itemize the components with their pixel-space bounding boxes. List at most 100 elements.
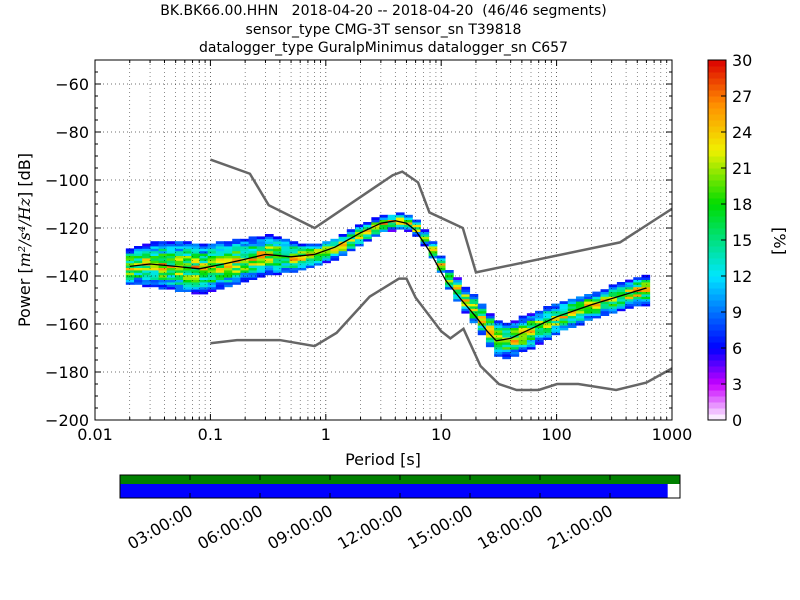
heatmap-cell [142, 243, 151, 247]
heatmap-cell [477, 310, 487, 314]
heatmap-cell [281, 255, 291, 259]
heatmap-cell [518, 339, 528, 343]
heatmap-cell [559, 325, 569, 328]
colorbar-segment [708, 318, 726, 325]
heatmap-cell [281, 258, 291, 261]
heatmap-cell [158, 241, 168, 244]
heatmap-cell [428, 250, 438, 254]
heatmap-cell [453, 284, 462, 288]
heatmap-cell [248, 274, 258, 278]
heatmap-cell [543, 325, 552, 328]
heatmap-cell [297, 250, 307, 254]
heatmap-cell [354, 229, 364, 232]
heatmap-cell [273, 272, 282, 276]
heatmap-cell [240, 243, 250, 247]
heatmap-cell [256, 260, 266, 264]
heatmap-cell [297, 246, 307, 249]
heatmap-cell [305, 260, 315, 264]
heatmap-cell [592, 308, 602, 312]
x-tick-label: 0.01 [77, 425, 113, 444]
heatmap-cell [551, 308, 561, 312]
colorbar-segment [708, 390, 726, 397]
heatmap-cell [461, 298, 471, 302]
heatmap-cell [625, 286, 634, 290]
heatmap-cell [264, 272, 274, 276]
heatmap-cell [526, 318, 536, 321]
heatmap-cell [150, 277, 160, 280]
heatmap-cell [305, 248, 315, 252]
heatmap-cell [641, 301, 651, 304]
heatmap-cell [207, 248, 217, 252]
heatmap-cell [289, 250, 299, 254]
heatmap-cell [199, 258, 209, 261]
heatmap-cell [166, 248, 176, 252]
heatmap-cell [445, 279, 454, 283]
heatmap-cell [305, 246, 315, 249]
heatmap-cell [289, 267, 299, 271]
heatmap-cell [232, 241, 241, 244]
heatmap-cell [199, 267, 209, 271]
heatmap-cell [158, 262, 168, 266]
heatmap-cell [502, 332, 511, 336]
heatmap-cell [134, 272, 143, 276]
heatmap-cell [412, 224, 421, 228]
heatmap-cell [273, 241, 282, 244]
time-tick-label: 15:00:00 [404, 501, 476, 553]
heatmap-cell [404, 222, 413, 225]
heatmap-cell [518, 334, 528, 338]
colorbar: 0 3 6 9 12 15 18 21 24 27 30 [707, 51, 752, 430]
heatmap-cell [461, 306, 471, 309]
colorbar-segment [708, 60, 726, 67]
heatmap-cell [518, 325, 528, 328]
heatmap-cell [371, 217, 381, 220]
heatmap-cell [191, 289, 200, 292]
heatmap-cell [273, 243, 282, 247]
heatmap-cell [322, 241, 331, 244]
heatmap-cell [248, 253, 258, 256]
heatmap-cell [224, 243, 233, 247]
heatmap-cell [158, 279, 168, 283]
heatmap-cell [215, 243, 225, 247]
heatmap-cell [314, 248, 323, 252]
heatmap-cell [453, 279, 462, 283]
heatmap-cell [494, 346, 503, 350]
heatmap-cell [379, 217, 389, 220]
heatmap-cell [494, 344, 503, 348]
heatmap-cell [584, 315, 593, 319]
heatmap-cell [453, 286, 462, 290]
heatmap-cell [453, 296, 462, 300]
heatmap-cell [134, 258, 143, 261]
heatmap-cell [289, 246, 299, 249]
heatmap-cell [150, 267, 160, 271]
heatmap-cell [215, 270, 225, 273]
heatmap-cell [354, 236, 364, 240]
heatmap-cell [600, 313, 610, 316]
heatmap-cell [232, 265, 241, 268]
heatmap-cell [134, 255, 143, 259]
heatmap-cell [469, 294, 479, 297]
heatmap-cell [150, 284, 160, 288]
heatmap-cell [510, 354, 520, 357]
heatmap-cell [191, 262, 200, 266]
heatmap-cell [281, 270, 291, 273]
heatmap-cell [616, 298, 626, 302]
heatmap-cell [502, 344, 511, 348]
heatmap-cell [248, 267, 258, 271]
heatmap-cell [567, 318, 577, 321]
heatmap-cell [363, 222, 372, 225]
heatmap-cell [633, 279, 642, 283]
heatmap-cell [535, 342, 544, 345]
heatmap-cell [420, 241, 430, 244]
heatmap-cell [485, 344, 495, 348]
heatmap-cell [387, 226, 397, 230]
heatmap-cell [338, 238, 348, 242]
colorbar-segment [708, 252, 726, 259]
heatmap-cell [477, 318, 487, 321]
heatmap-cell [535, 325, 544, 328]
heatmap-cell [584, 296, 593, 300]
heatmap-cell [616, 282, 626, 285]
heatmap-cell [150, 241, 160, 244]
heatmap-cell [330, 238, 340, 242]
heatmap-cell [379, 214, 389, 218]
heatmap-cell [608, 289, 618, 292]
